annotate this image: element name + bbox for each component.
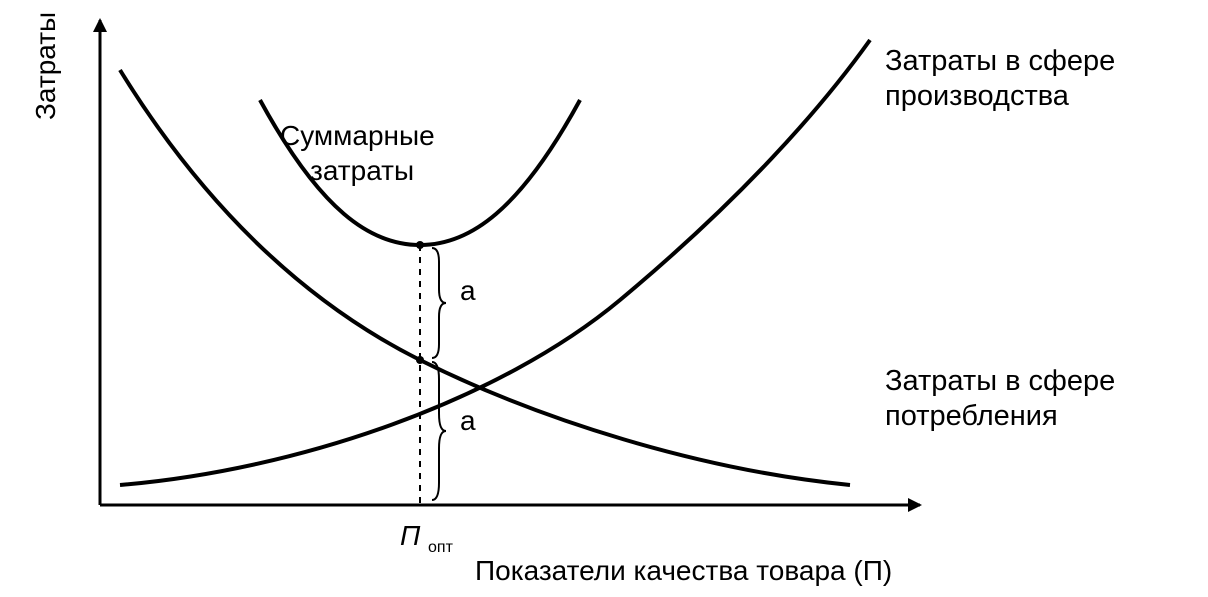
- diagram-svg: Затраты Показатели качества товара (П) Сум…: [0, 0, 1208, 597]
- brace-upper-label: a: [460, 275, 476, 306]
- sum-label-2: затраты: [310, 155, 414, 186]
- y-axis-label: Затраты: [30, 12, 61, 120]
- point-sum_min: [416, 241, 424, 249]
- x-axis-label: Показатели качества товара (П): [475, 555, 892, 586]
- production-label-2: производства: [885, 80, 1070, 112]
- point-intersection: [416, 356, 424, 364]
- consumption-label-1: Затраты в сфере: [885, 365, 1115, 397]
- brace-lower-label: a: [460, 405, 476, 436]
- sum-label-1: Суммарные: [280, 120, 435, 151]
- diagram-container: Затраты Показатели качества товара (П) Сум…: [0, 0, 1208, 597]
- consumption-label-2: потребления: [885, 400, 1058, 432]
- production-label-1: Затраты в сфере: [885, 45, 1115, 77]
